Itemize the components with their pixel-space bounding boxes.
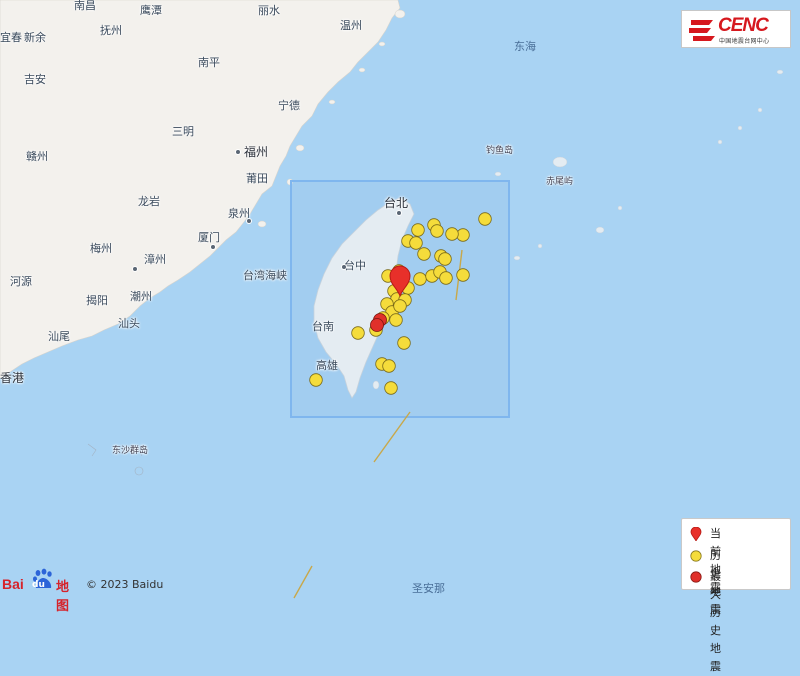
city-label: 福州 (244, 145, 269, 159)
history-quake-circle[interactable] (445, 227, 459, 241)
history-quake-circle[interactable] (478, 212, 492, 226)
legend-label: 最大历史地震 (710, 570, 721, 673)
history-quake-circle[interactable] (309, 373, 323, 387)
history-quake-circle[interactable] (417, 247, 431, 261)
city-label: 莆田 (246, 172, 268, 185)
history-quake-circle[interactable] (439, 271, 453, 285)
city-label: 温州 (340, 19, 362, 32)
city-label: 南平 (198, 56, 220, 69)
taiwan-island (313, 197, 415, 399)
city-dot (210, 244, 216, 250)
city-label: 潮州 (130, 290, 152, 303)
city-dot (246, 218, 252, 224)
baidu-paw-icon (33, 568, 52, 588)
history-quake-circle[interactable] (384, 381, 398, 395)
circle-icon (690, 550, 702, 562)
history-quake-circle[interactable] (411, 223, 425, 237)
history-quake-circle[interactable] (438, 252, 452, 266)
legend-label: 当前地震 (710, 527, 721, 594)
history-quake-circle[interactable] (430, 224, 444, 238)
city-label: 台北 (384, 196, 409, 210)
city-label: 高雄 (316, 359, 338, 372)
city-label: 抚州 (100, 24, 122, 37)
history-quake-circle[interactable] (351, 326, 365, 340)
city-label: 新余 (24, 31, 46, 44)
history-quake-circle[interactable] (413, 272, 427, 286)
city-label: 台南 (312, 320, 334, 333)
city-label: 丽水 (258, 4, 280, 17)
circle-icon (690, 571, 702, 583)
max-history-quakes (370, 313, 387, 332)
cenc-logo: CENC 中国地震台网中心 (681, 10, 791, 48)
map-pin-icon (690, 527, 702, 541)
city-label: 汕尾 (48, 330, 70, 343)
city-label: 鹰潭 (140, 4, 162, 17)
baidu-logo-text: Bai (2, 576, 24, 592)
city-label: 宁德 (278, 99, 300, 112)
island-label: 东沙群岛 (112, 446, 149, 456)
city-label: 吉安 (24, 73, 46, 86)
baidu-logo-du: du (32, 580, 45, 590)
sea-label: 台湾海峡 (243, 269, 287, 282)
island-label: 赤尾屿 (546, 177, 574, 187)
max-history-quake-circle[interactable] (370, 318, 384, 332)
ryukyu-islands (494, 69, 784, 261)
city-label: 赣州 (26, 150, 48, 163)
history-quake-circle[interactable] (382, 359, 396, 373)
sea-label: 东海 (514, 40, 536, 53)
city-dot (132, 266, 138, 272)
city-dot (235, 149, 241, 155)
current-quake-marker[interactable] (389, 265, 411, 298)
city-label: 香港 (0, 371, 25, 385)
city-dot (396, 210, 402, 216)
baidu-map-text: 地图 (56, 580, 70, 614)
city-label: 台中 (344, 259, 366, 272)
city-dot (341, 264, 347, 270)
history-quake-circle[interactable] (397, 336, 411, 350)
cenc-logo-icon (687, 16, 717, 44)
history-quake-circle[interactable] (456, 268, 470, 282)
legend: 当前地震 历史地震 最大历史地震 (681, 518, 791, 673)
mainland (0, 0, 401, 379)
city-label: 梅州 (90, 242, 112, 255)
city-label: 漳州 (144, 253, 166, 266)
city-label: 揭阳 (86, 294, 108, 307)
city-label: 三明 (172, 125, 194, 138)
city-label: 泉州 (228, 207, 250, 220)
copyright: © 2023 Baidu (86, 578, 164, 591)
dongsha-islands (87, 443, 144, 476)
city-label: 汕头 (118, 317, 140, 330)
city-label: 宜春 (0, 31, 22, 44)
island-label: 钓鱼岛 (486, 146, 514, 156)
city-label: 龙岩 (138, 195, 160, 208)
history-quake-circle[interactable] (393, 299, 407, 313)
cenc-logo-text: CENC (718, 15, 769, 36)
city-label: 河源 (10, 275, 32, 288)
history-quake-circle[interactable] (389, 313, 403, 327)
cenc-logo-subtitle: 中国地震台网中心 (719, 38, 770, 45)
island-label: 圣安那 (412, 582, 445, 595)
city-label: 南昌 (74, 0, 96, 12)
city-label: 厦门 (198, 231, 220, 244)
map[interactable] (0, 0, 800, 600)
history-quake-circle[interactable] (409, 236, 423, 250)
